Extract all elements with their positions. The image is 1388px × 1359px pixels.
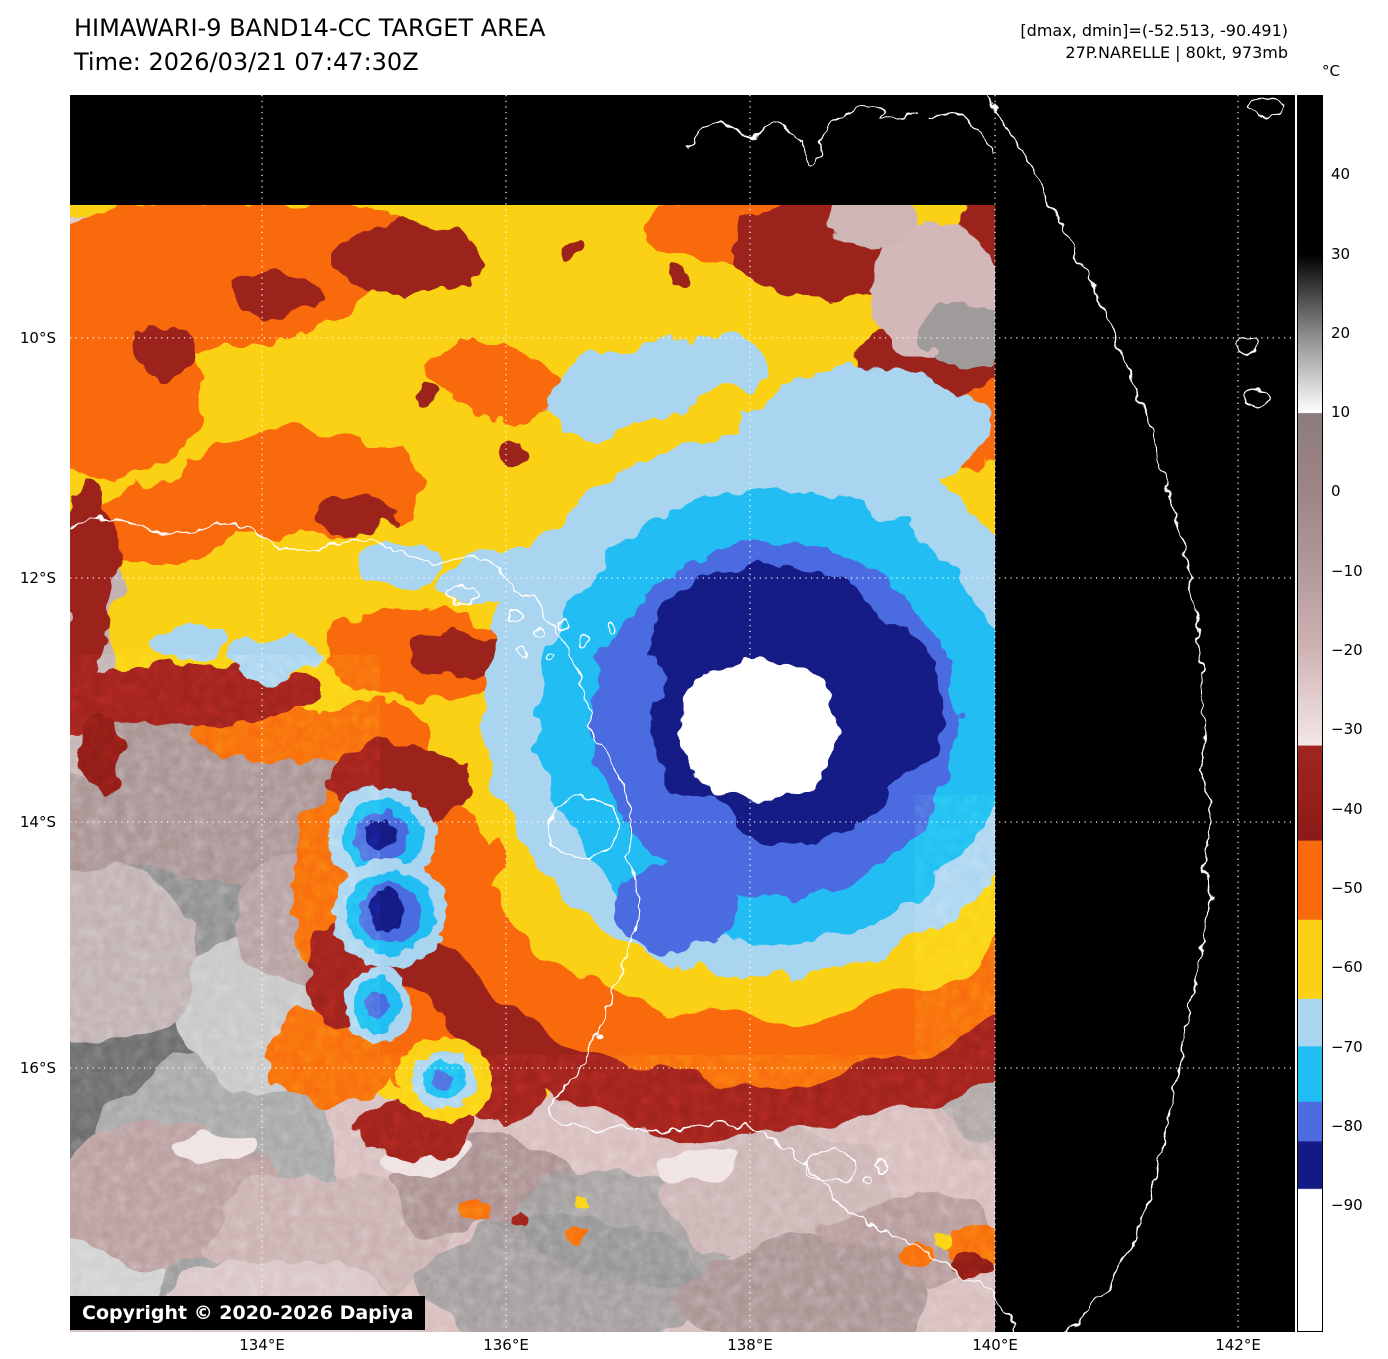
colorbar-gradient: [1297, 95, 1323, 1332]
copyright-badge: Copyright © 2020-2026 Dapiya: [70, 1296, 426, 1330]
colorbar-tick-label: −20: [1331, 641, 1363, 660]
lon-tick-label: 136°E: [483, 1336, 529, 1354]
colorbar-tick-label: 0: [1331, 482, 1341, 501]
storm-info: 27P.NARELLE | 80kt, 973mb: [1065, 43, 1288, 62]
colorbar-tick-label: −10: [1331, 561, 1363, 580]
header-metrics: [dmax, dmin]=(-52.513, -90.491) 27P.NARE…: [1020, 20, 1288, 64]
lat-tick-label: 10°S: [19, 329, 56, 347]
colorbar: 40 30 20 10 0 −10 −20 −30 −40 −50 −60 −70 −80 −90: [1297, 95, 1387, 1332]
coastline: [69, 94, 1283, 1359]
colorbar-tick-label: −30: [1331, 720, 1363, 739]
colorbar-tick-label: 10: [1331, 403, 1351, 422]
colorbar-tick-label: −80: [1331, 1116, 1363, 1135]
colorized-target-area: [70, 205, 995, 1332]
colorbar-tick-label: −90: [1331, 1196, 1363, 1215]
page-title: HIMAWARI-9 BAND14-CC TARGET AREA: [74, 14, 546, 42]
lon-axis: 134°E 136°E 138°E 140°E 142°E: [70, 1336, 1295, 1358]
gridlines: [70, 95, 1295, 1332]
lon-tick-label: 140°E: [972, 1336, 1018, 1354]
colorbar-tick-label: −70: [1331, 1037, 1363, 1056]
lat-tick-label: 16°S: [19, 1059, 56, 1077]
colorbar-tick-label: −40: [1331, 799, 1363, 818]
satellite-map: [69, 94, 1295, 1359]
colorbar-tick-label: 30: [1331, 244, 1351, 263]
dmax-dmin-readout: [dmax, dmin]=(-52.513, -90.491): [1020, 21, 1288, 40]
timestamp: Time: 2026/03/21 07:47:30Z: [74, 48, 419, 76]
colorbar-tick-label: 20: [1331, 323, 1351, 342]
satellite-map-canvas: [69, 94, 1295, 1359]
colorbar-tick-label: −50: [1331, 878, 1363, 897]
lon-tick-label: 138°E: [727, 1336, 773, 1354]
lat-tick-label: 14°S: [19, 813, 56, 831]
lon-tick-label: 134°E: [239, 1336, 285, 1354]
lon-tick-label: 142°E: [1215, 1336, 1261, 1354]
colorbar-tick-label: 40: [1331, 165, 1351, 184]
cyclone-core-rings: [537, 491, 995, 953]
lat-tick-label: 12°S: [19, 569, 56, 587]
upper-right-warm-patch: [830, 205, 995, 370]
colorbar-tick-label: −60: [1331, 958, 1363, 977]
colorbar-unit-label: °C: [1322, 62, 1340, 80]
lat-axis: 10°S 12°S 14°S 16°S: [0, 95, 62, 1332]
cyclone-coldest-core: [678, 659, 838, 803]
